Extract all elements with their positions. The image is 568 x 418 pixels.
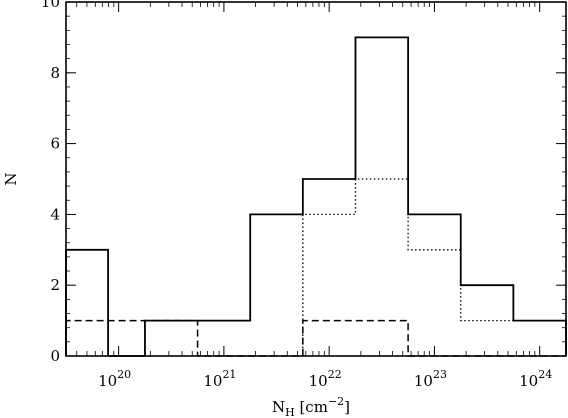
y-tick-label: 0 bbox=[50, 347, 60, 365]
y-tick-label: 10 bbox=[41, 0, 60, 11]
y-tick-label: 2 bbox=[50, 276, 60, 294]
x-tick-label: 1021 bbox=[203, 368, 236, 390]
x-tick-label: 1024 bbox=[519, 368, 552, 390]
series-solid-step bbox=[65, 36, 567, 357]
y-tick-label: 8 bbox=[50, 64, 60, 82]
x-tick-label: 1022 bbox=[309, 368, 342, 390]
y-axis-label: N bbox=[2, 172, 20, 185]
x-axis-label: NH [cm−2] bbox=[272, 395, 350, 418]
plot-frame bbox=[65, 1, 567, 357]
x-tick-label: 1023 bbox=[414, 368, 447, 390]
series-dotted-step bbox=[302, 178, 567, 356]
y-tick-label: 6 bbox=[50, 135, 60, 153]
x-tick-label: 1020 bbox=[98, 368, 131, 390]
series-dashed-step bbox=[65, 319, 566, 357]
y-tick-label: 4 bbox=[50, 205, 60, 223]
